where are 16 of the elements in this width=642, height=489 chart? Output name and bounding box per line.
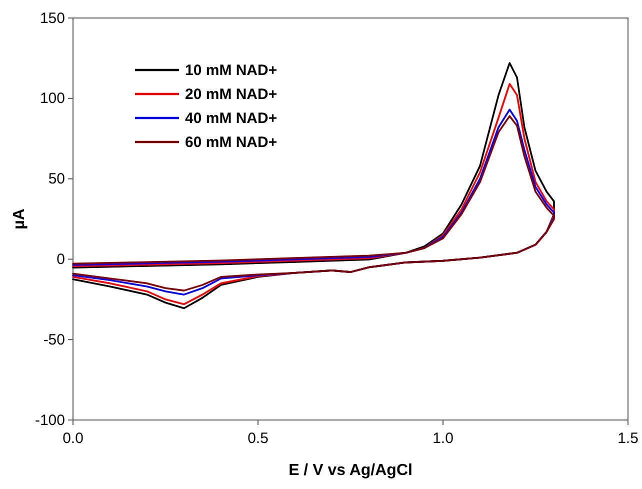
x-tick-label: 0.5 [248, 430, 268, 447]
legend-label: 40 mM NAD+ [185, 110, 278, 127]
x-tick-label: 1.0 [432, 430, 454, 447]
y-tick-label: 50 [48, 170, 65, 188]
x-tick-label: 1.5 [618, 430, 638, 447]
y-tick-label: -100 [34, 412, 65, 429]
x-axis-title: E / V vs Ag/AgCl [288, 462, 412, 479]
y-tick-label: 0 [56, 251, 65, 268]
legend-label: 10 mM NAD+ [185, 62, 278, 79]
legend-label: 20 mM NAD+ [185, 86, 278, 103]
y-axis-title: µA [11, 208, 28, 230]
legend-label: 60 mM NAD+ [185, 134, 278, 151]
x-tick-label: 0.0 [62, 430, 84, 447]
y-tick-label: 100 [40, 90, 65, 108]
y-tick-label: -50 [43, 331, 65, 348]
y-tick-label: 150 [40, 10, 65, 27]
